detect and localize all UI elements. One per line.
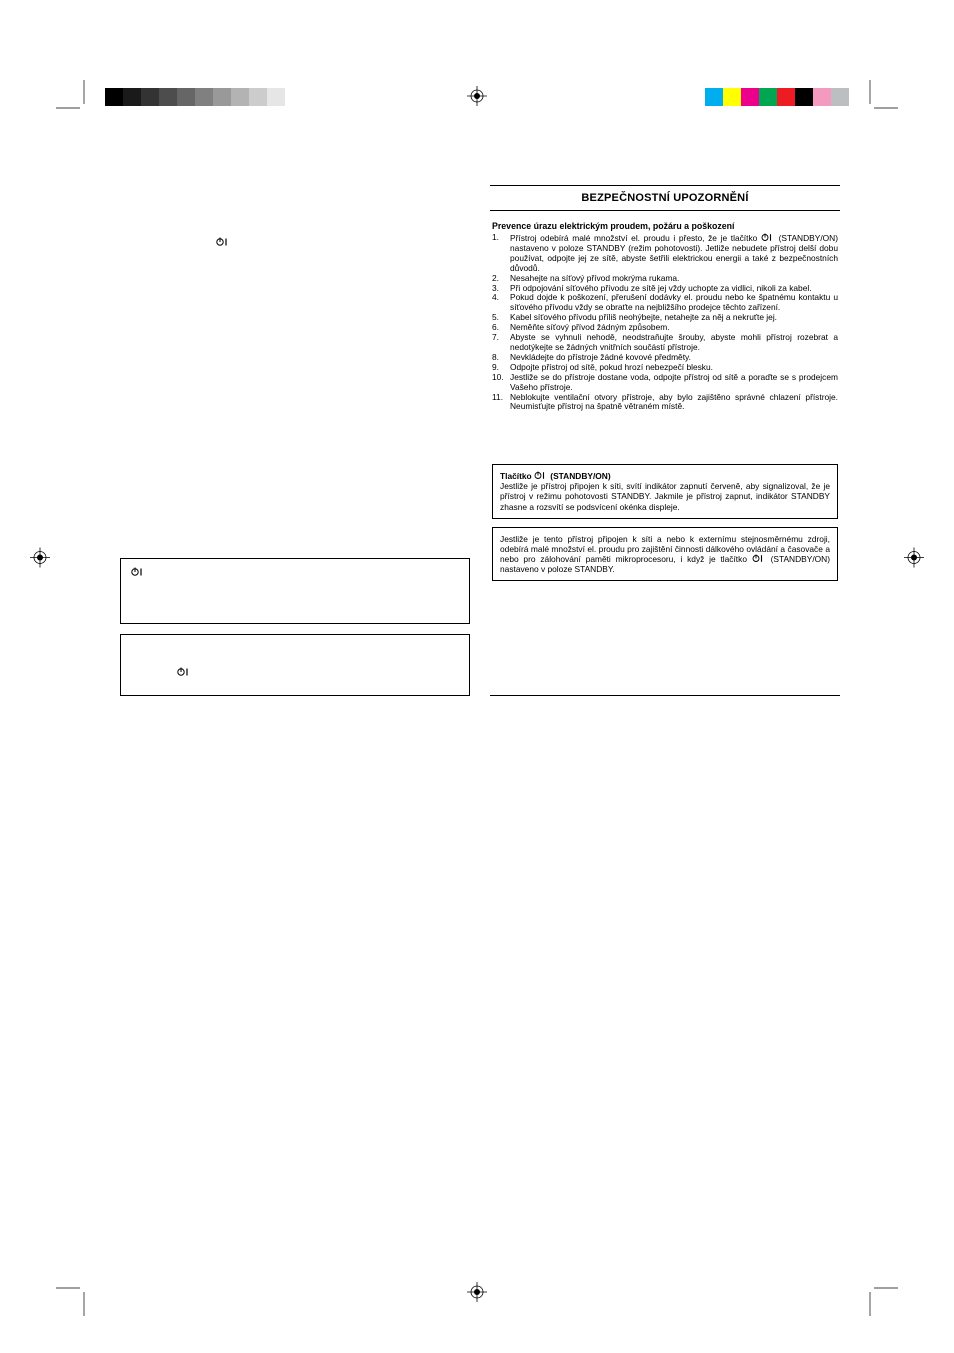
center-register-bottom bbox=[467, 1282, 487, 1307]
swatch bbox=[105, 88, 123, 106]
crop-mark-tl bbox=[56, 80, 96, 120]
grayscale-bar bbox=[105, 88, 303, 106]
standby-icon bbox=[216, 237, 470, 248]
page-content: BEZPEČNOSTNÍ UPOZORNĚNÍ Prevence úrazu e… bbox=[120, 185, 840, 696]
item-number: 4. bbox=[492, 293, 510, 313]
item-text: Abyste se vyhnuli nehodě, neodstraňujte … bbox=[510, 333, 838, 353]
swatch bbox=[831, 88, 849, 106]
item-number: 1. bbox=[492, 233, 510, 274]
list-item: 1.Přístroj odebírá malé množství el. pro… bbox=[492, 233, 838, 274]
swatch bbox=[141, 88, 159, 106]
item-number: 11. bbox=[492, 393, 510, 413]
standby-icon bbox=[131, 567, 461, 578]
swatch bbox=[795, 88, 813, 106]
standby-button-box: Tlačítko (STANDBY/ON) Jestliže je přístr… bbox=[492, 464, 838, 518]
prevention-heading: Prevence úrazu elektrickým proudem, požá… bbox=[492, 221, 838, 231]
safety-list: 1.Přístroj odebírá malé množství el. pro… bbox=[492, 233, 838, 412]
center-register-top bbox=[467, 86, 487, 111]
swatch bbox=[123, 88, 141, 106]
left-box-outline-2 bbox=[120, 634, 470, 696]
swatch bbox=[177, 88, 195, 106]
box1-head: Tlačítko (STANDBY/ON) bbox=[500, 471, 611, 481]
item-number: 10. bbox=[492, 373, 510, 393]
swatch bbox=[705, 88, 723, 106]
crop-mark-tr bbox=[858, 80, 898, 120]
swatch bbox=[249, 88, 267, 106]
item-text: Jestliže se do přístroje dostane voda, o… bbox=[510, 373, 838, 393]
left-column bbox=[120, 185, 470, 696]
item-text: Pokud dojde k poškození, přerušení dodáv… bbox=[510, 293, 838, 313]
swatch bbox=[195, 88, 213, 106]
swatch bbox=[777, 88, 795, 106]
item-text: Neblokujte ventilační otvory přístroje, … bbox=[510, 393, 838, 413]
swatch bbox=[723, 88, 741, 106]
center-register-right bbox=[904, 548, 924, 573]
standby-icon bbox=[177, 667, 461, 678]
crop-mark-br bbox=[858, 1276, 898, 1316]
box1-body: Jestliže je přístroj připojen k síti, sv… bbox=[500, 481, 830, 511]
swatch bbox=[231, 88, 249, 106]
item-number: 7. bbox=[492, 333, 510, 353]
list-item: 7.Abyste se vyhnuli nehodě, neodstraňujt… bbox=[492, 333, 838, 353]
standby-power-box: Jestliže je tento přístroj připojen k sí… bbox=[492, 527, 838, 581]
swatch bbox=[213, 88, 231, 106]
item-text: Přístroj odebírá malé množství el. proud… bbox=[510, 233, 838, 274]
left-box-outline-1 bbox=[120, 558, 470, 624]
center-register-left bbox=[30, 548, 50, 573]
list-item: 4.Pokud dojde k poškození, přerušení dod… bbox=[492, 293, 838, 313]
swatch bbox=[159, 88, 177, 106]
list-item: 11.Neblokujte ventilační otvory přístroj… bbox=[492, 393, 838, 413]
safety-title: BEZPEČNOSTNÍ UPOZORNĚNÍ bbox=[490, 192, 840, 211]
right-column: BEZPEČNOSTNÍ UPOZORNĚNÍ Prevence úrazu e… bbox=[490, 185, 840, 696]
swatch bbox=[285, 88, 303, 106]
swatch bbox=[759, 88, 777, 106]
list-item: 10.Jestliže se do přístroje dostane voda… bbox=[492, 373, 838, 393]
swatch bbox=[267, 88, 285, 106]
crop-mark-bl bbox=[56, 1276, 96, 1316]
color-bar bbox=[705, 88, 849, 106]
swatch bbox=[813, 88, 831, 106]
swatch bbox=[741, 88, 759, 106]
